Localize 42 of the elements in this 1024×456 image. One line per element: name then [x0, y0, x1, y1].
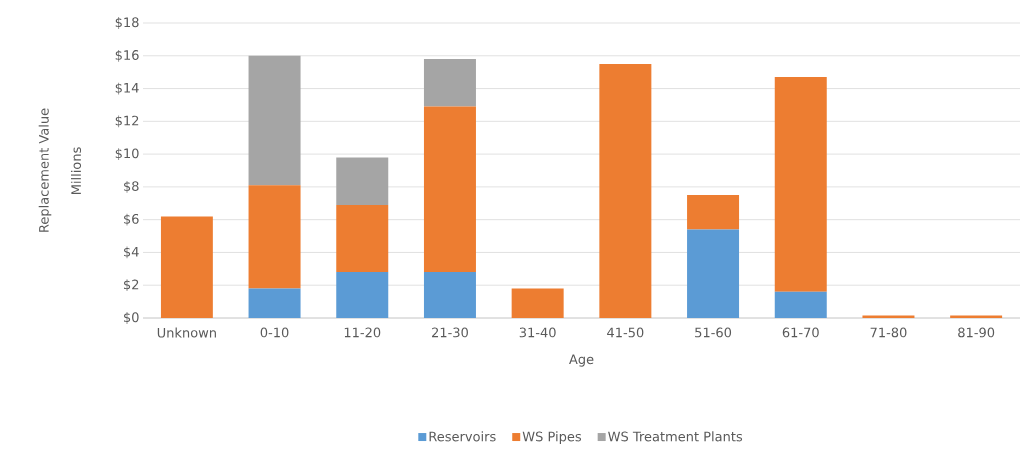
- x-tick-label: 81-90: [958, 327, 995, 338]
- y-tick-label: $12: [115, 115, 139, 128]
- legend-label: WS Treatment Plants: [608, 431, 743, 442]
- y-tick-label: $10: [115, 148, 139, 161]
- bar: [774, 77, 827, 292]
- x-tick-label: 41-50: [607, 327, 644, 338]
- bar: [423, 106, 476, 273]
- text: Millions: [70, 147, 82, 195]
- y-tick-label: $14: [115, 82, 139, 95]
- y-axis-title: Replacement Value: [38, 108, 52, 232]
- x-tick-label: 71-80: [870, 327, 907, 338]
- bar: [160, 216, 213, 318]
- bar: [774, 291, 827, 318]
- x-tick-label: 21-30: [432, 327, 468, 338]
- bar: [423, 59, 476, 107]
- bar: [248, 185, 301, 289]
- y-tick-label: $6: [124, 213, 139, 226]
- y-tick-label: $18: [115, 17, 139, 29]
- legend-label: Reservoirs: [429, 431, 496, 442]
- bar: [423, 272, 476, 318]
- x-tick-label: 51-60: [695, 327, 732, 338]
- bar: [248, 55, 301, 186]
- x-tick-label: Unknown: [157, 327, 216, 338]
- bar: [687, 195, 740, 230]
- x-tick-label: 61-70: [782, 327, 819, 338]
- x-axis-title: Age: [569, 354, 594, 367]
- y-tick-label: $8: [124, 180, 139, 193]
- bar: [336, 272, 389, 318]
- x-tick-label: 31-40: [519, 327, 556, 338]
- x-tick-label: 11-20: [344, 327, 381, 338]
- y-tick-label: $0: [124, 312, 139, 324]
- bar: [248, 288, 301, 318]
- bar: [599, 63, 652, 318]
- x-tick-label: 0-10: [260, 327, 289, 338]
- legend-label: WS Pipes: [522, 431, 582, 444]
- bar: [687, 229, 740, 318]
- bar: [511, 288, 564, 318]
- y-tick-label: $4: [124, 246, 139, 259]
- y-tick-label: $16: [115, 49, 139, 62]
- bar: [336, 157, 389, 205]
- y-tick-label: $2: [124, 279, 139, 292]
- bar: [336, 204, 389, 273]
